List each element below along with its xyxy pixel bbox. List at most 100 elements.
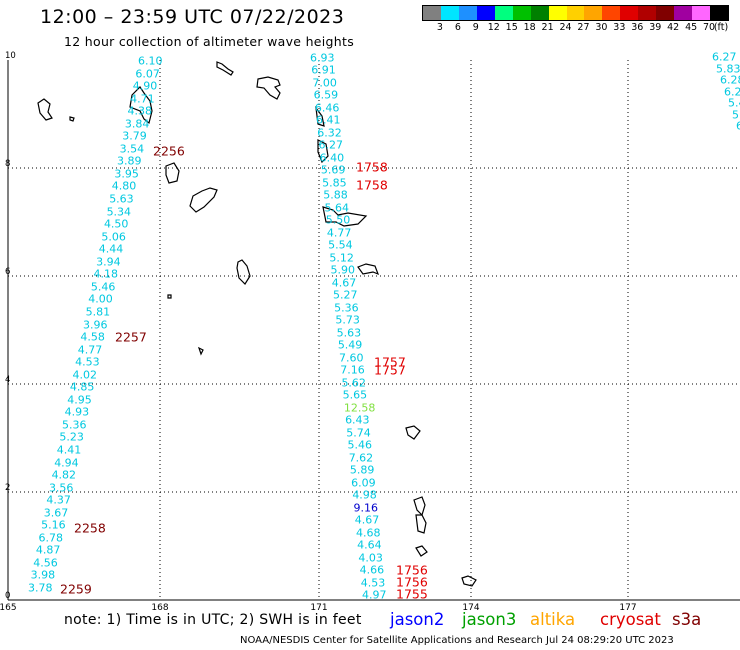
- swh-value: 4.87: [35, 543, 61, 557]
- island-outline: [216, 61, 234, 76]
- swh-value: 4.58: [80, 330, 105, 344]
- swh-value: 3.96: [83, 318, 108, 331]
- swh-value: 6.46: [314, 101, 340, 115]
- time-label: 1757: [374, 362, 406, 378]
- legend-swatch: [656, 6, 675, 20]
- swh-value: 5.49: [337, 338, 363, 352]
- note-text: note: 1) Time is in UTC; 2) SWH is in fe…: [64, 612, 362, 628]
- satellite-altika: altika: [530, 610, 576, 629]
- swh-value: 3.56: [48, 481, 74, 495]
- swh-value: 6.43: [345, 413, 370, 427]
- swh-value: 5.36: [334, 301, 359, 315]
- swh-value: 6.40: [319, 151, 345, 165]
- island-outline: [461, 575, 477, 587]
- swh-value: 4.38: [127, 104, 153, 118]
- swh-value: 5.34: [106, 205, 132, 219]
- swh-value: 5.65: [342, 388, 368, 402]
- legend-label: 27: [577, 22, 590, 33]
- swh-value: 6.41: [316, 113, 341, 127]
- swh-value: 5.54: [328, 238, 353, 252]
- swh-value: 4.68: [355, 526, 381, 540]
- island-outline: [256, 76, 281, 100]
- swh-value: 7.62: [348, 451, 374, 465]
- time-label: 2256: [153, 143, 185, 159]
- y-tick-label: 10: [5, 51, 16, 61]
- swh-value: 5.81: [85, 305, 111, 319]
- swh-value: 6.78: [38, 531, 63, 545]
- swh-value: 5.50: [325, 213, 351, 227]
- satellite-jason2: jason2: [390, 610, 445, 629]
- swh-value: 5.4: [728, 96, 740, 110]
- swh-value: 5.27: [332, 288, 358, 302]
- legend-label: 33: [613, 22, 626, 33]
- legend-label: 30: [595, 22, 608, 33]
- island-outline: [129, 86, 153, 125]
- swh-value: 4.03: [358, 551, 383, 565]
- chart-title: 12:00 – 23:59 UTC 07/22/2023: [40, 6, 345, 28]
- swh-value: 4.64: [357, 538, 382, 552]
- swh-value: 3.94: [96, 255, 121, 269]
- satellite-s3a: s3a: [672, 610, 702, 629]
- legend-swatch: [674, 6, 693, 20]
- legend-swatch: [494, 6, 514, 20]
- swh-value: 7.00: [312, 76, 337, 90]
- legend-swatch: [602, 6, 621, 20]
- island-outline: [322, 206, 368, 227]
- y-tick-label: 0: [5, 591, 11, 601]
- x-tick-label: 174: [462, 603, 480, 613]
- swh-value: 3.54: [119, 142, 145, 156]
- legend-swatch: [423, 6, 442, 20]
- swh-value: 4.37: [46, 493, 71, 507]
- swh-value: 4.18: [93, 267, 118, 281]
- swh-value: 4.95: [67, 393, 92, 407]
- island-outline: [317, 139, 329, 164]
- swh-value: 3.67: [43, 506, 69, 520]
- swh-value: 4.44: [98, 242, 124, 256]
- chart-subtitle: 12 hour collection of altimeter wave hei…: [64, 34, 355, 49]
- legend-label: 36: [631, 22, 644, 33]
- swh-value: 3.78: [28, 581, 53, 595]
- x-tick-label: 168: [151, 603, 169, 613]
- swh-value: 5.16: [41, 518, 66, 532]
- swh-value: 4.71: [130, 92, 155, 106]
- swh-value: 4.56: [33, 556, 58, 570]
- legend-swatch: [638, 6, 657, 20]
- swh-value: 4.97: [362, 588, 387, 602]
- island-outline: [197, 346, 204, 356]
- legend-label: 6: [454, 22, 461, 33]
- legend-swatch: [548, 6, 568, 20]
- time-label: 2259: [60, 581, 92, 597]
- swh-value: 4.80: [111, 179, 137, 193]
- swh-value: 4.67: [331, 276, 357, 290]
- swh-value: 6.09: [351, 476, 376, 490]
- swh-value: 6.27: [318, 138, 343, 152]
- swh-value: 3.89: [117, 154, 142, 168]
- islands: [37, 61, 477, 587]
- swh-value: 5.12: [329, 251, 354, 265]
- color-legend: [422, 5, 729, 21]
- swh-value: 5.46: [347, 438, 372, 452]
- swh-value: 9.16: [353, 501, 379, 515]
- swh-value: 4.67: [354, 513, 380, 527]
- legend-label: 21: [541, 22, 554, 33]
- swh-value: 6.93: [310, 51, 335, 65]
- legend-swatch: [458, 6, 478, 20]
- y-tick-label: 2: [5, 483, 11, 493]
- island-outline: [413, 496, 426, 517]
- island-outline: [357, 263, 380, 276]
- swh-value: 5.23: [59, 430, 84, 444]
- legend-swatch: [566, 6, 585, 20]
- swh-value: 4.77: [77, 343, 103, 357]
- swh-value: 5.85: [322, 176, 347, 190]
- swh-value: 5.69: [320, 163, 346, 177]
- swh-value: 3.95: [114, 167, 139, 181]
- island-outline: [167, 294, 172, 299]
- swh-value: 4.53: [75, 355, 100, 369]
- y-tick-label: 4: [5, 375, 11, 385]
- swh-value: 4.94: [54, 456, 79, 470]
- swh-value: 4.77: [326, 226, 352, 240]
- swh-value: 5.88: [323, 188, 348, 202]
- legend-swatch: [620, 6, 639, 20]
- legend-label: 12: [487, 22, 500, 33]
- time-label: 1757: [374, 354, 406, 370]
